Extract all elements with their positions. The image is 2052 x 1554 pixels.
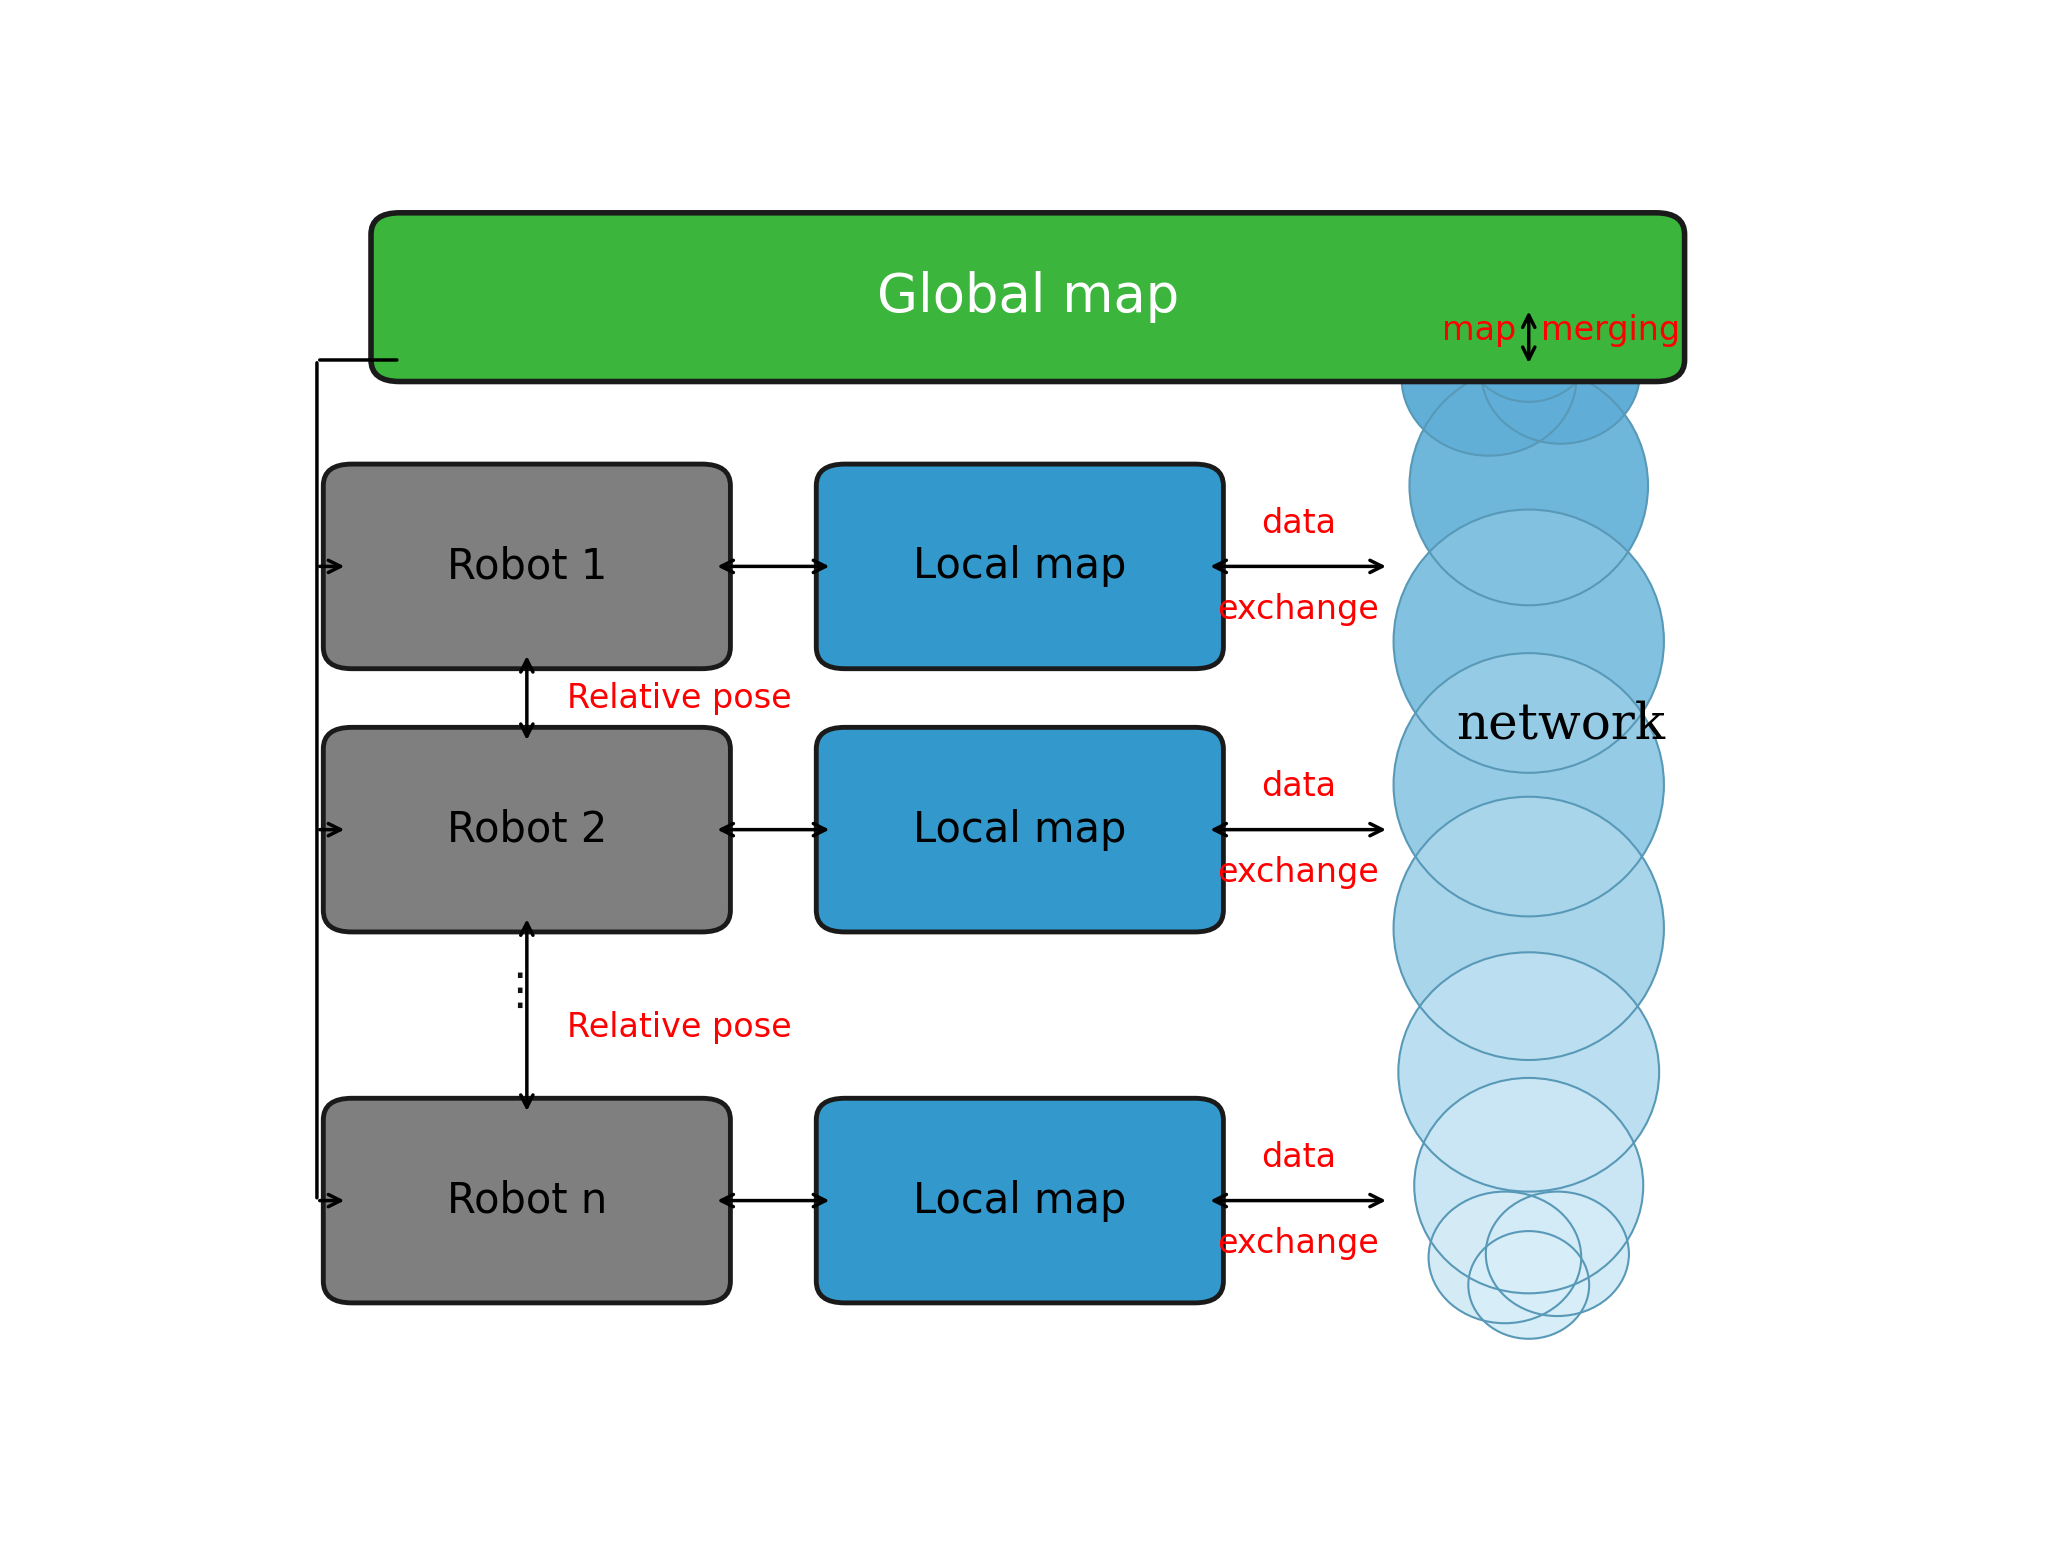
Ellipse shape (1397, 953, 1660, 1192)
Ellipse shape (1393, 510, 1664, 772)
Text: Robot 1: Robot 1 (447, 545, 607, 587)
FancyBboxPatch shape (324, 1099, 731, 1302)
FancyBboxPatch shape (817, 465, 1223, 668)
Text: data: data (1260, 507, 1336, 541)
Text: data: data (1260, 1141, 1336, 1175)
FancyBboxPatch shape (324, 465, 731, 668)
Ellipse shape (1486, 1192, 1629, 1316)
FancyBboxPatch shape (371, 213, 1685, 382)
Ellipse shape (1393, 653, 1664, 917)
Text: Robot 2: Robot 2 (447, 808, 607, 850)
Text: exchange: exchange (1217, 1228, 1379, 1260)
Text: Global map: Global map (876, 270, 1180, 323)
Ellipse shape (1402, 300, 1576, 455)
Ellipse shape (1428, 1192, 1582, 1324)
Ellipse shape (1393, 797, 1664, 1060)
Ellipse shape (1469, 1231, 1588, 1340)
FancyBboxPatch shape (324, 727, 731, 932)
Text: map: map (1443, 314, 1516, 347)
Text: exchange: exchange (1217, 856, 1379, 889)
Ellipse shape (1482, 300, 1640, 444)
Text: Relative pose: Relative pose (566, 1010, 792, 1044)
Text: Relative pose: Relative pose (566, 682, 792, 715)
FancyBboxPatch shape (817, 1099, 1223, 1302)
Text: Local map: Local map (913, 1179, 1127, 1221)
Text: merging: merging (1541, 314, 1681, 347)
FancyBboxPatch shape (817, 727, 1223, 932)
Text: exchange: exchange (1217, 592, 1379, 626)
Ellipse shape (1410, 367, 1648, 606)
Text: Local map: Local map (913, 808, 1127, 850)
Text: network: network (1457, 701, 1664, 749)
Ellipse shape (1461, 270, 1596, 402)
Text: data: data (1260, 771, 1336, 803)
Text: Robot n: Robot n (447, 1179, 607, 1221)
Text: Local map: Local map (913, 545, 1127, 587)
Ellipse shape (1414, 1078, 1644, 1293)
Text: ⋮: ⋮ (497, 970, 542, 1013)
